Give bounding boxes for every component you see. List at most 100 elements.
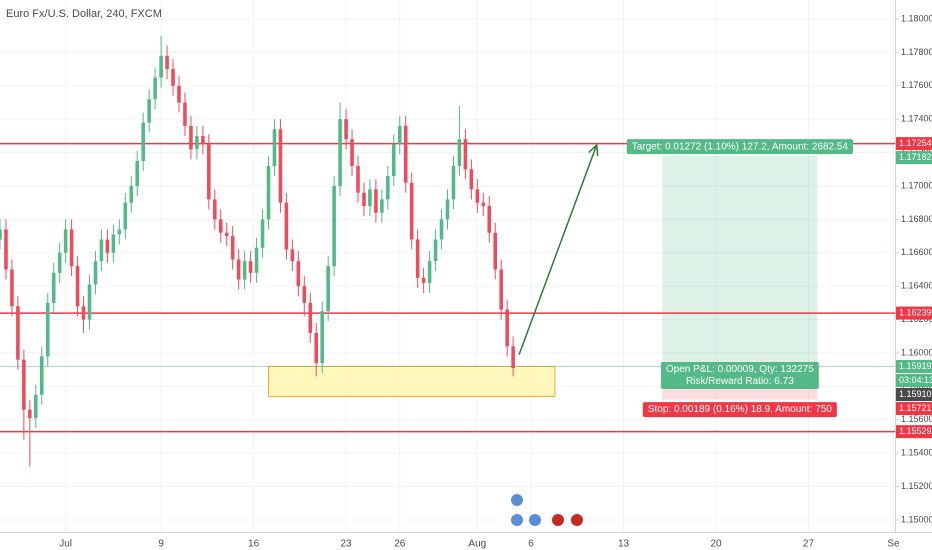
candle-body [427, 261, 432, 283]
candle-body [308, 302, 313, 333]
candle-body [16, 306, 20, 360]
y-tick-label: 1.16400 [901, 281, 932, 291]
candle-body [117, 229, 122, 235]
candle-body [409, 182, 414, 240]
candle-body [421, 277, 426, 283]
candle-body [183, 102, 187, 126]
candle-body [165, 55, 169, 70]
event-icons [511, 494, 583, 526]
y-tick-label: 1.16000 [901, 347, 932, 357]
candle-body [242, 261, 247, 280]
candle-body [332, 186, 336, 267]
arrow-head [588, 143, 599, 156]
candle-body [493, 232, 498, 270]
y-tick-label: 1.17000 [901, 180, 932, 190]
y-tick-label: 1.15400 [901, 448, 932, 458]
candle-body [147, 99, 151, 123]
candle-body [386, 175, 390, 200]
candle-body [177, 85, 181, 103]
candle-body [302, 286, 307, 303]
event-icon [552, 514, 564, 526]
candle-body [481, 202, 486, 207]
candle-body [511, 346, 515, 369]
event-icon [529, 514, 541, 526]
candle-body [159, 55, 163, 78]
candle-body [469, 169, 474, 190]
candle-body [248, 261, 253, 273]
candle-body [445, 199, 450, 220]
candle-body [171, 69, 175, 86]
support-zone [268, 365, 556, 397]
candle-body [254, 247, 259, 273]
candle-body [236, 259, 241, 280]
candle-body [457, 139, 462, 166]
pnl-label-box [660, 362, 819, 390]
candle-body [350, 139, 354, 166]
candle-body [320, 311, 324, 364]
candle-body [415, 239, 420, 278]
x-tick-label: 9 [158, 539, 164, 550]
y-tick-label: 1.15600 [901, 414, 932, 424]
candle-body [505, 309, 509, 347]
y-tick-label: 1.15000 [901, 514, 932, 524]
candle-body [487, 206, 492, 233]
candle-body [34, 394, 38, 419]
x-tick-label: Jul [59, 539, 72, 550]
candle-body [63, 229, 68, 253]
candle-body [362, 192, 366, 207]
price-label-box [896, 402, 932, 416]
candle-body [296, 261, 301, 287]
pnl-label-text: Risk/Reward Ratio: 6.73 [686, 376, 794, 387]
candle-body [99, 239, 104, 262]
candle-body [260, 219, 265, 248]
candle-body [338, 119, 342, 187]
candle-body [284, 202, 289, 250]
y-tick-label: 1.16800 [901, 214, 932, 224]
event-icon [571, 514, 583, 526]
candle-body [392, 144, 396, 176]
candle-body [499, 269, 503, 310]
x-tick-label: 16 [248, 539, 260, 550]
candle-body [439, 219, 444, 240]
x-tick-label: 6 [528, 539, 534, 550]
candle-body [326, 266, 330, 312]
price-label-box [896, 137, 932, 151]
price-label: 1.17254 [899, 138, 932, 148]
candle-body [356, 165, 360, 193]
target-label-box [626, 139, 853, 155]
y-tick-label: 1.17600 [901, 80, 932, 90]
arrow-line [518, 144, 598, 355]
event-icon [511, 514, 523, 526]
candle-body [28, 409, 32, 419]
candle-body [213, 199, 217, 220]
chart-title: Euro Fx/U.S. Dollar, 240, FXCM [6, 8, 162, 20]
candle-body [380, 199, 384, 213]
x-tick-label: Aug [468, 539, 486, 550]
price-label: 1.17182 [899, 152, 932, 162]
x-tick-label: 27 [803, 539, 815, 550]
y-tick-label: 1.17400 [901, 114, 932, 124]
candle-body [475, 189, 480, 203]
x-tick-label: 23 [341, 539, 353, 550]
candle-body [189, 125, 193, 150]
event-icon [511, 494, 523, 506]
price-label-box [896, 360, 932, 374]
candle-body [81, 306, 86, 320]
candle-body [195, 135, 199, 150]
candle-body [87, 284, 92, 320]
candle-body [266, 165, 271, 220]
candle-body [153, 77, 157, 100]
price-label: 1.15910 [899, 389, 932, 399]
candle-body [224, 232, 229, 237]
candle-body [433, 239, 438, 262]
candle-body [111, 234, 116, 253]
candle-body [272, 129, 277, 166]
x-tick-label: 20 [710, 539, 722, 550]
candle-body [57, 252, 62, 273]
price-label: 1.15529 [899, 426, 932, 436]
price-label: 1.16239 [899, 307, 932, 317]
candle-body [207, 144, 211, 200]
candle-body [344, 119, 348, 140]
